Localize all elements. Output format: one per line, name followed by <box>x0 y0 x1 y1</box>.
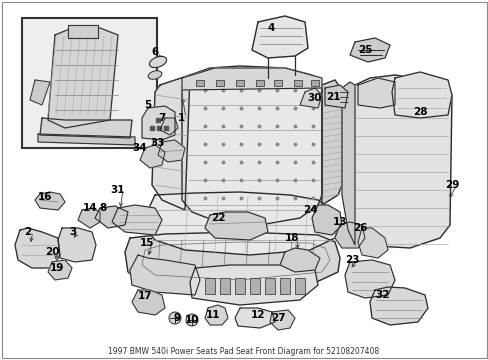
Polygon shape <box>95 206 128 228</box>
Text: 18: 18 <box>284 233 299 243</box>
Text: 33: 33 <box>150 138 165 148</box>
Bar <box>280 278 289 294</box>
Bar <box>249 278 260 294</box>
Text: 1: 1 <box>177 113 184 123</box>
Polygon shape <box>325 85 347 108</box>
Polygon shape <box>182 66 321 225</box>
Polygon shape <box>48 28 118 128</box>
Polygon shape <box>40 118 132 138</box>
Text: 3: 3 <box>69 227 77 237</box>
Polygon shape <box>280 248 319 272</box>
Polygon shape <box>204 305 227 325</box>
Polygon shape <box>140 145 164 168</box>
Polygon shape <box>145 192 337 255</box>
Polygon shape <box>130 255 200 295</box>
Text: 27: 27 <box>270 313 285 323</box>
Bar <box>236 80 244 86</box>
Polygon shape <box>68 25 98 38</box>
Polygon shape <box>299 88 321 108</box>
Polygon shape <box>182 68 321 90</box>
Bar <box>256 80 264 86</box>
Bar <box>220 278 229 294</box>
Polygon shape <box>35 192 65 210</box>
Bar <box>294 278 305 294</box>
Polygon shape <box>357 228 387 258</box>
Polygon shape <box>112 205 162 235</box>
Bar <box>204 278 215 294</box>
Text: 17: 17 <box>138 291 152 301</box>
Text: 8: 8 <box>99 203 106 213</box>
Polygon shape <box>347 75 451 248</box>
Bar <box>235 278 244 294</box>
Polygon shape <box>190 265 317 305</box>
Polygon shape <box>269 310 294 330</box>
Polygon shape <box>357 78 394 108</box>
Polygon shape <box>204 212 267 240</box>
Text: 20: 20 <box>45 247 59 257</box>
Bar <box>264 278 274 294</box>
Polygon shape <box>369 287 427 325</box>
Polygon shape <box>321 80 341 205</box>
Ellipse shape <box>148 71 162 79</box>
Polygon shape <box>391 72 451 118</box>
Text: 1997 BMW 540i Power Seats Pad Seat Front Diagram for 52108207408: 1997 BMW 540i Power Seats Pad Seat Front… <box>108 347 379 356</box>
Polygon shape <box>160 118 178 135</box>
Text: 13: 13 <box>332 217 346 227</box>
Text: 10: 10 <box>184 315 199 325</box>
Text: 6: 6 <box>151 47 158 57</box>
Ellipse shape <box>149 57 166 68</box>
Text: 12: 12 <box>250 310 264 320</box>
Bar <box>310 80 318 86</box>
Polygon shape <box>345 260 394 298</box>
Polygon shape <box>38 134 135 145</box>
Polygon shape <box>58 228 96 262</box>
Bar <box>22 18 157 148</box>
Polygon shape <box>341 82 354 245</box>
Ellipse shape <box>185 314 198 326</box>
Polygon shape <box>30 80 50 105</box>
Polygon shape <box>251 16 307 58</box>
Text: 34: 34 <box>132 143 147 153</box>
Polygon shape <box>78 208 100 228</box>
Text: 5: 5 <box>144 100 151 110</box>
Text: 9: 9 <box>173 313 180 323</box>
Polygon shape <box>152 75 190 210</box>
Polygon shape <box>158 140 184 162</box>
Polygon shape <box>142 106 175 140</box>
Text: 31: 31 <box>110 185 125 195</box>
Text: 19: 19 <box>50 263 64 273</box>
Text: 14: 14 <box>82 203 97 213</box>
Text: 28: 28 <box>412 107 427 117</box>
Ellipse shape <box>169 312 181 324</box>
Polygon shape <box>15 228 60 268</box>
Text: 4: 4 <box>267 23 274 33</box>
Text: 11: 11 <box>205 310 220 320</box>
Text: 29: 29 <box>444 180 458 190</box>
Bar <box>216 80 224 86</box>
Text: 22: 22 <box>210 213 225 223</box>
Text: 2: 2 <box>24 227 32 237</box>
Text: 25: 25 <box>357 45 371 55</box>
Bar <box>293 80 302 86</box>
Text: 16: 16 <box>38 192 52 202</box>
Text: 32: 32 <box>375 290 389 300</box>
Text: 30: 30 <box>307 93 322 103</box>
Bar <box>196 80 203 86</box>
Bar <box>273 80 282 86</box>
Text: 23: 23 <box>344 255 359 265</box>
Text: 15: 15 <box>140 238 154 248</box>
Polygon shape <box>349 38 389 62</box>
Polygon shape <box>235 308 274 328</box>
Polygon shape <box>125 232 339 292</box>
Text: 26: 26 <box>352 223 366 233</box>
Text: 7: 7 <box>158 113 165 123</box>
Text: 24: 24 <box>302 205 317 215</box>
Text: 21: 21 <box>325 92 340 102</box>
Polygon shape <box>48 260 72 280</box>
Polygon shape <box>311 205 341 235</box>
Polygon shape <box>334 222 364 248</box>
Polygon shape <box>132 290 164 315</box>
